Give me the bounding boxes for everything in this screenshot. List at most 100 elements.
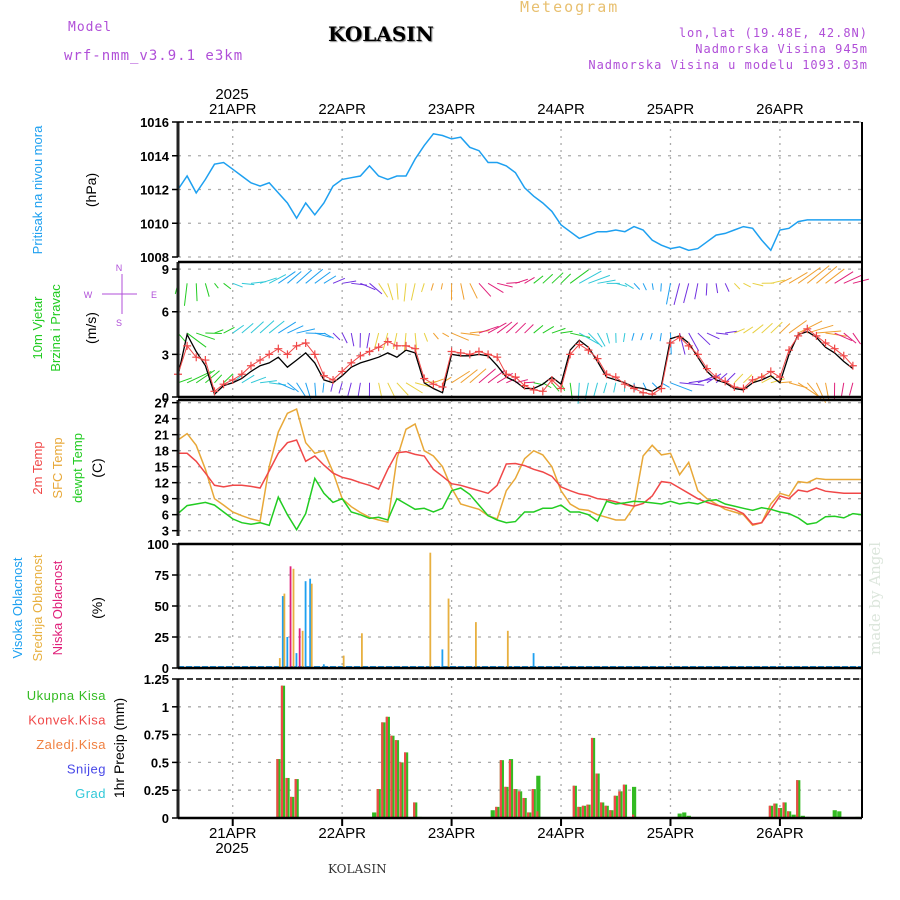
wind-arrow: [366, 332, 371, 349]
wind-arrow: [214, 283, 219, 289]
gust-marker: [575, 340, 584, 349]
precip-bar-convective: [609, 810, 612, 818]
cloud-bar: [278, 658, 281, 668]
gust-marker: [611, 373, 620, 382]
wind-arrow: [623, 332, 626, 343]
wind-arrow: [615, 282, 628, 287]
wind-arrow: [834, 332, 853, 342]
wind-arrow: [296, 269, 313, 284]
precip-bar-convective: [376, 789, 379, 818]
wind-arrow: [469, 283, 478, 299]
gust-marker: [657, 384, 666, 393]
gust-marker: [639, 388, 648, 397]
precip-bar-convective: [782, 802, 785, 818]
wind-arrow: [414, 333, 418, 351]
wind-arrow: [640, 332, 644, 341]
wind-arrow: [360, 282, 376, 291]
cloud-bar: [441, 649, 444, 668]
cloud-bar: [289, 566, 292, 668]
precip-bar-total: [791, 814, 796, 818]
wind-arrow: [205, 370, 220, 384]
gust-marker: [584, 346, 593, 355]
gust-marker: [684, 341, 693, 350]
gust-marker: [246, 361, 255, 370]
wind-arrow: [716, 332, 729, 335]
precip-bar-convective: [604, 805, 607, 818]
precip-bar-convective: [504, 786, 507, 818]
wind-arrow: [421, 283, 425, 293]
gust-marker: [392, 341, 401, 350]
gust-marker: [274, 344, 283, 353]
wind-arrow: [588, 274, 611, 284]
gust-marker: [566, 350, 575, 359]
svg-text:W: W: [84, 290, 93, 300]
precip-bar-convective: [508, 760, 512, 818]
cloud-bar: [281, 596, 284, 668]
wind-arrow: [606, 332, 610, 344]
precip-bar-convective: [499, 760, 502, 818]
x-tick-label-bottom: 21APR: [209, 825, 257, 842]
wind-arrow: [378, 283, 389, 298]
dewpt-line: [177, 476, 863, 532]
wind-arrow: [705, 283, 708, 296]
wind-arrow: [852, 332, 861, 345]
wind-arrow: [374, 332, 380, 349]
ticks-layer: 1008101010121014101603693691215182124270…: [140, 115, 781, 826]
wind-arrow: [834, 271, 854, 284]
precip-bar-total: [682, 812, 687, 818]
gust-marker: [292, 341, 301, 350]
y-tick-label: 15: [155, 460, 169, 475]
gust-marker: [839, 351, 848, 360]
wind-arrow: [505, 322, 519, 334]
wind-arrow: [515, 278, 528, 284]
wind-arrow: [624, 282, 634, 289]
gust-marker: [520, 381, 529, 390]
wind-arrow: [423, 332, 428, 342]
wind-arrow: [250, 321, 264, 334]
wind-arrow: [542, 273, 554, 284]
precip-legend-item: Zaledj.Kisa: [36, 737, 106, 752]
wind-arrow: [241, 323, 254, 334]
gust-marker: [447, 347, 456, 356]
x-tick-label-top: 23APR: [428, 101, 476, 118]
wind-arrow: [278, 271, 296, 284]
y-tick-label: 1012: [140, 183, 169, 198]
precip-legend-item: Snijeg: [67, 762, 106, 777]
wind-arrow: [806, 265, 830, 284]
wind-arrow: [840, 382, 845, 398]
wind-arrow: [405, 382, 423, 394]
t2m-line: [178, 439, 862, 526]
precip-bar-total: [536, 775, 541, 818]
wind-arrow: [177, 377, 193, 384]
wind-arrow: [533, 275, 544, 284]
wind-arrow: [314, 382, 317, 398]
wind-arrow: [342, 280, 357, 284]
y-tick-label: 25: [155, 630, 169, 645]
wind-arrow: [260, 380, 277, 384]
gust-marker: [693, 350, 702, 359]
gust-marker: [702, 364, 711, 373]
wind-arrow: [296, 382, 306, 397]
gust-marker: [675, 333, 684, 342]
pressure-label: Pritisak na nivou mora: [30, 125, 45, 254]
gust-marker: [775, 373, 784, 382]
y-tick-label: 1.25: [144, 672, 169, 687]
low-cloud-label: Niska Oblacnost: [50, 560, 65, 655]
wind-arrow: [223, 326, 235, 334]
wind-arrow: [542, 326, 555, 334]
y-tick-label: 0.25: [144, 783, 169, 798]
wind-arrow: [341, 332, 348, 344]
wind-arrow: [797, 382, 819, 397]
gust-marker: [192, 353, 201, 362]
gust-marker: [420, 374, 429, 383]
wind-arrow: [816, 266, 838, 284]
wind-arrow: [569, 269, 589, 284]
wind-arrow: [743, 374, 753, 384]
wind-arrow: [259, 277, 277, 284]
gust-marker: [766, 367, 775, 376]
wind-arrow: [469, 368, 487, 384]
gust-marker: [465, 350, 474, 359]
wind-arrow: [588, 332, 603, 348]
y-tick-label: 6: [162, 508, 169, 523]
